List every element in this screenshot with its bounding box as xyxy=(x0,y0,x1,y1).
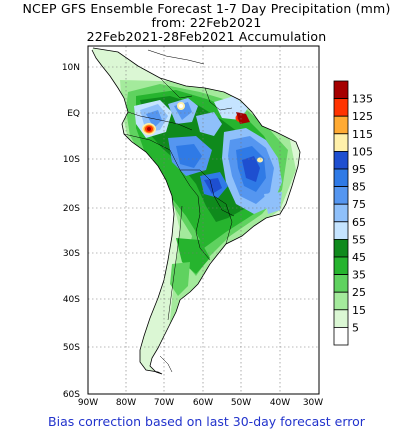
legend-label: 135 xyxy=(352,93,373,106)
legend-swatch xyxy=(333,150,349,170)
accumulation-period: 22Feb2021-28Feb2021 Accumulation xyxy=(86,29,327,44)
grid-lines xyxy=(88,46,319,394)
legend-swatch xyxy=(333,168,349,188)
map-frame xyxy=(87,45,320,395)
lon-label-80w: 80W xyxy=(116,398,136,408)
lon-label-30w: 30W xyxy=(303,398,323,408)
lon-label-60w: 60W xyxy=(193,398,213,408)
color-legend: 135 125 115 105 95 85 75 65 55 45 35 25 15 5 xyxy=(333,80,373,346)
legend-label: 105 xyxy=(352,145,373,158)
legend-label: 65 xyxy=(352,216,366,229)
legend-label: 55 xyxy=(352,233,366,246)
legend-swatch xyxy=(333,133,349,152)
lat-label-40s: 40S xyxy=(63,295,80,305)
legend-label: 95 xyxy=(352,163,366,176)
legend-label: 75 xyxy=(352,198,366,211)
lat-label-20s: 20S xyxy=(63,204,80,214)
lon-label-70w: 70W xyxy=(154,398,174,408)
coastlines-and-borders xyxy=(91,47,301,375)
legend-label: 35 xyxy=(352,269,366,282)
legend-label: 45 xyxy=(352,251,366,264)
forecast-date: from: 22Feb2021 xyxy=(151,15,262,30)
legend-label: 25 xyxy=(352,286,366,299)
lat-label-60s: 60S xyxy=(63,390,80,400)
legend-swatch xyxy=(333,98,349,117)
legend-swatch xyxy=(333,221,349,240)
legend-swatch xyxy=(333,238,349,258)
lon-labels: 90W 80W 70W 60W 50W 40W 30W xyxy=(78,398,323,408)
legend-label: 85 xyxy=(352,181,366,194)
bias-correction-note: Bias correction based on last 30-day for… xyxy=(48,414,365,429)
lat-label-30s: 30S xyxy=(63,249,80,259)
lon-label-90w: 90W xyxy=(78,398,98,408)
lat-label-10s: 10S xyxy=(63,155,80,165)
legend-swatch xyxy=(333,186,349,205)
legend-swatch xyxy=(333,203,349,223)
legend-swatch xyxy=(333,256,349,276)
map-title: NCEP GFS Ensemble Forecast 1-7 Day Preci… xyxy=(22,1,391,16)
legend-label: 5 xyxy=(352,321,359,334)
legend-swatch xyxy=(333,274,349,293)
legend-swatch xyxy=(333,309,349,328)
legend-swatch xyxy=(333,291,349,311)
legend-label: 125 xyxy=(352,110,373,123)
lat-labels: 10N EQ 10S 20S 30S 40S 50S 60S xyxy=(62,63,80,400)
lon-label-40w: 40W xyxy=(270,398,290,408)
legend-label: 115 xyxy=(352,128,373,141)
lat-label-10n: 10N xyxy=(62,63,80,73)
legend-label: 15 xyxy=(352,304,366,317)
lat-label-eq: EQ xyxy=(67,109,80,119)
legend-swatch xyxy=(333,115,349,135)
lat-label-50s: 50S xyxy=(63,343,80,353)
legend-swatch xyxy=(333,80,349,100)
legend-swatch xyxy=(333,326,349,346)
lon-label-50w: 50W xyxy=(231,398,251,408)
